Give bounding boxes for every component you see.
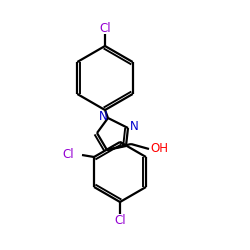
Text: Cl: Cl xyxy=(99,22,111,35)
Text: Cl: Cl xyxy=(114,214,126,228)
Text: OH: OH xyxy=(150,142,168,154)
Text: N: N xyxy=(98,110,108,122)
Text: Cl: Cl xyxy=(62,148,74,162)
Text: N: N xyxy=(130,120,138,132)
